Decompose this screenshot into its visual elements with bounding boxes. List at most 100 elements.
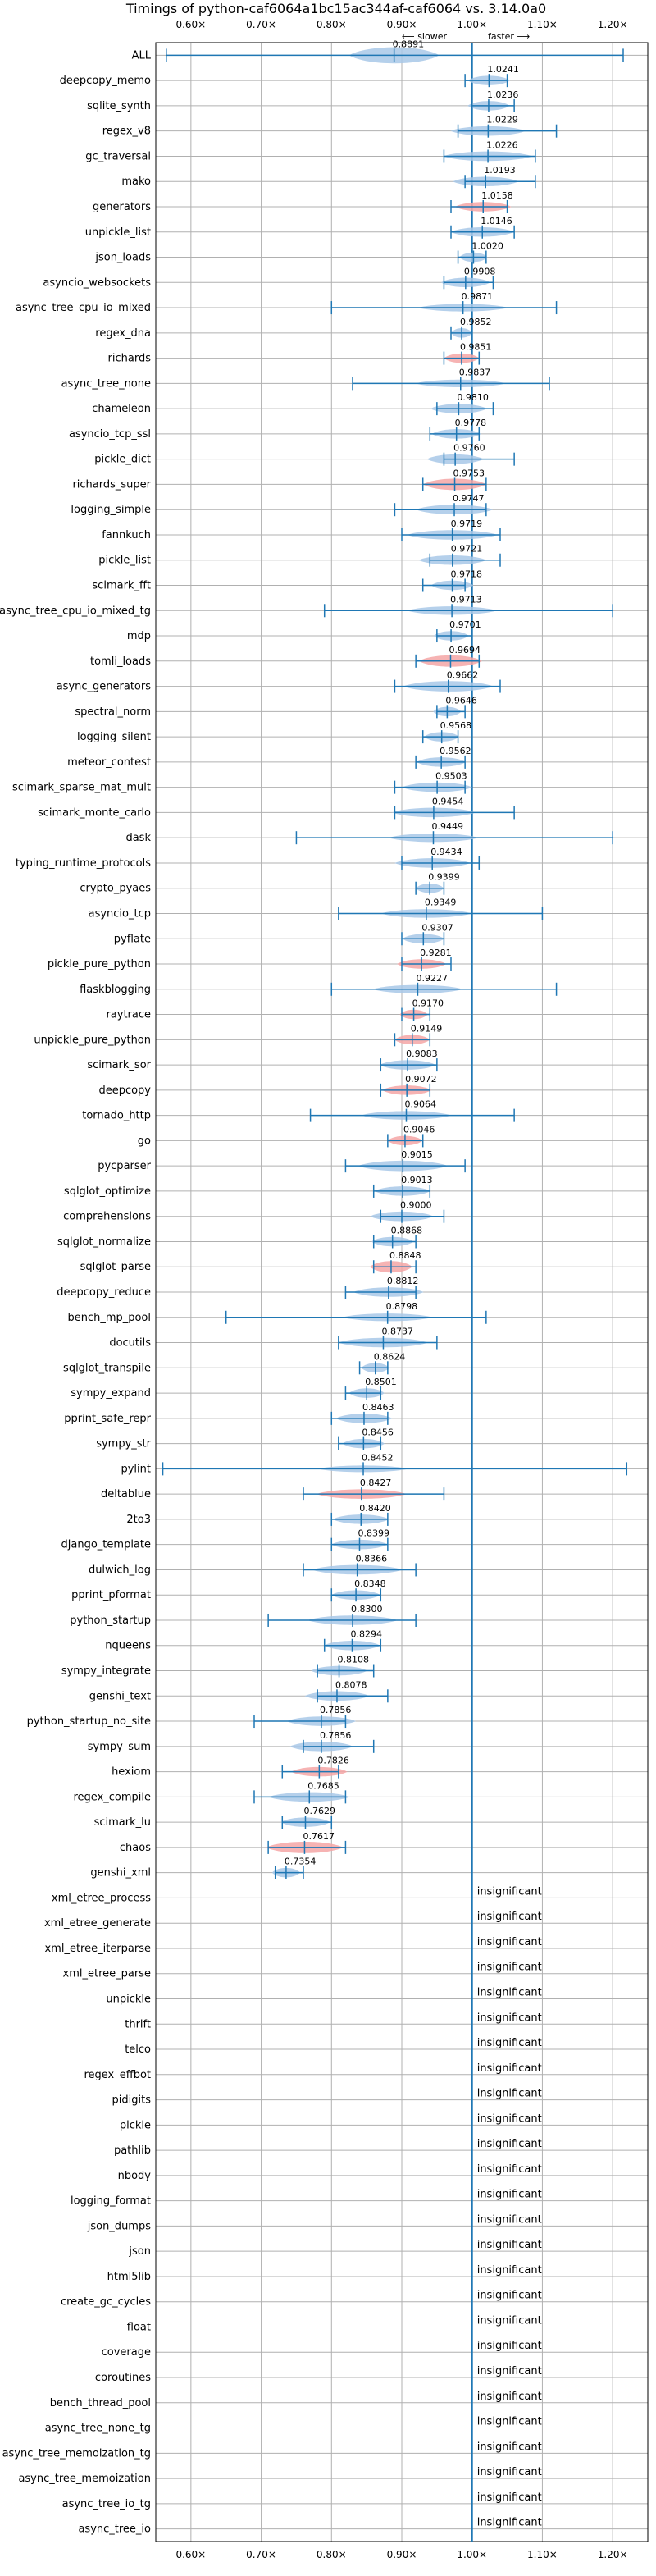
value-label: 0.8348 — [354, 1578, 386, 1589]
benchmark-label: json — [128, 2245, 151, 2258]
x-tick-label-bottom: 0.70× — [246, 2549, 276, 2560]
benchmark-label: async_tree_io — [78, 2523, 151, 2536]
benchmark-label: chameleon — [92, 403, 151, 415]
benchmark-label: pycparser — [98, 1160, 151, 1172]
value-label: 0.9778 — [455, 418, 487, 428]
benchmark-label: raytrace — [106, 1009, 151, 1021]
slower-label: ⟵ slower — [402, 31, 448, 42]
value-label: 0.9713 — [450, 594, 482, 605]
insignificant-label: insignificant — [477, 2037, 542, 2049]
faster-label: faster ⟶ — [488, 31, 530, 42]
benchmark-label: asyncio_tcp_ssl — [69, 428, 151, 441]
benchmark-label: sympy_sum — [88, 1741, 151, 1753]
value-label: 0.9046 — [403, 1124, 435, 1135]
benchmark-label: sympy_expand — [71, 1387, 151, 1400]
value-label: 0.8891 — [393, 39, 424, 49]
value-label: 0.9013 — [401, 1175, 432, 1185]
benchmark-label: async_tree_memoization_tg — [2, 2447, 151, 2460]
value-label: 0.9662 — [447, 670, 479, 681]
benchmark-label: logging_simple — [71, 504, 151, 516]
value-label: 0.9227 — [416, 973, 448, 984]
value-label: 0.8300 — [351, 1604, 383, 1615]
benchmark-label: chaos — [120, 1842, 151, 1854]
value-label: 0.7856 — [320, 1705, 352, 1715]
benchmark-label: genshi_xml — [90, 1867, 151, 1879]
value-label: 0.9000 — [400, 1200, 432, 1211]
insignificant-label: insignificant — [477, 2391, 542, 2403]
value-label: 0.9721 — [451, 544, 483, 555]
value-label: 0.9568 — [440, 720, 472, 731]
x-tick-label-top: 0.60× — [175, 19, 206, 30]
value-label: 1.0146 — [481, 216, 512, 226]
benchmark-label: sqlite_synth — [87, 100, 151, 112]
value-label: 0.8108 — [338, 1655, 370, 1665]
value-label: 1.0226 — [486, 139, 518, 150]
benchmark-label: nqueens — [105, 1640, 151, 1652]
value-label: 0.9349 — [425, 897, 457, 907]
insignificant-label: insignificant — [477, 2416, 542, 2428]
value-label: 0.7354 — [285, 1857, 317, 1867]
benchmark-label: regex_dna — [95, 327, 151, 340]
insignificant-label: insignificant — [477, 1911, 542, 1923]
benchmark-label: deepcopy_memo — [60, 75, 151, 87]
benchmark-label: sqlglot_optimize — [64, 1185, 151, 1198]
benchmark-label: richards_super — [72, 478, 151, 491]
benchmark-label: pidigits — [112, 2094, 152, 2107]
value-label: 0.8624 — [374, 1351, 406, 1362]
x-tick-label-top: 0.70× — [246, 19, 276, 30]
value-label: 0.8427 — [360, 1478, 392, 1488]
benchmark-label: tornado_http — [82, 1110, 151, 1122]
value-label: 1.0236 — [487, 89, 519, 100]
benchmark-label: json_dumps — [87, 2220, 151, 2232]
insignificant-label: insignificant — [477, 2314, 542, 2327]
benchmark-label: sympy_integrate — [61, 1665, 151, 1678]
insignificant-label: insignificant — [477, 1986, 542, 1998]
benchmark-label: sympy_str — [96, 1438, 151, 1450]
benchmark-label: async_tree_none_tg — [45, 2423, 151, 2435]
value-label: 0.8737 — [381, 1327, 413, 1337]
x-tick-label-bottom: 1.20× — [598, 2549, 628, 2560]
benchmark-label: coverage — [102, 2346, 151, 2359]
insignificant-label: insignificant — [477, 1936, 542, 1948]
benchmark-label: regex_effbot — [84, 2069, 151, 2081]
value-label: 0.8501 — [365, 1377, 397, 1387]
benchmark-label: nbody — [118, 2170, 152, 2182]
value-label: 1.0193 — [484, 165, 516, 176]
benchmark-label: logging_silent — [77, 731, 151, 743]
insignificant-label: insignificant — [477, 2340, 542, 2352]
insignificant-label: insignificant — [477, 2088, 542, 2100]
benchmark-label: create_gc_cycles — [61, 2296, 151, 2309]
benchmark-label: python_startup_no_site — [27, 1715, 151, 1728]
benchmark-label: async_tree_io_tg — [62, 2498, 151, 2510]
value-label: 0.9454 — [432, 796, 464, 806]
insignificant-label: insignificant — [477, 2213, 542, 2226]
benchmark-label: scimark_sparse_mat_mult — [12, 782, 151, 794]
x-tick-label-top: 0.90× — [387, 19, 417, 30]
value-label: 0.9747 — [453, 493, 485, 504]
benchmark-label: django_template — [61, 1539, 151, 1551]
value-label: 0.9718 — [451, 569, 483, 580]
benchmark-label: docutils — [109, 1337, 151, 1350]
benchmark-label: thrift — [125, 2018, 151, 2030]
benchmark-label: bench_mp_pool — [67, 1312, 151, 1324]
benchmark-label: generators — [93, 201, 151, 213]
value-label: 0.9149 — [411, 1023, 443, 1034]
x-tick-label-bottom: 0.80× — [317, 2549, 347, 2560]
benchmark-label: pickle_list — [98, 555, 151, 567]
value-label: 1.0241 — [487, 64, 519, 75]
benchmark-label: deepcopy — [98, 1085, 151, 1097]
x-tick-label-bottom: 1.10× — [527, 2549, 558, 2560]
value-label: 0.9015 — [401, 1149, 433, 1160]
benchmark-label: json_loads — [94, 252, 151, 264]
benchmark-label: gc_traversal — [85, 150, 151, 162]
value-label: 0.8366 — [356, 1553, 388, 1564]
insignificant-label: insignificant — [477, 1885, 542, 1898]
value-label: 0.8868 — [391, 1225, 422, 1235]
insignificant-label: insignificant — [477, 2492, 542, 2504]
benchmark-label: scimark_monte_carlo — [38, 806, 151, 819]
value-label: 0.9399 — [428, 872, 460, 883]
value-label: 0.8078 — [335, 1679, 367, 1690]
benchmark-label: pprint_pformat — [71, 1589, 151, 1601]
plot-area: 0.60× 0.60× 0.70× 0.70× 0.80× 0.80× 0.90× 0.90×… — [0, 19, 649, 2560]
